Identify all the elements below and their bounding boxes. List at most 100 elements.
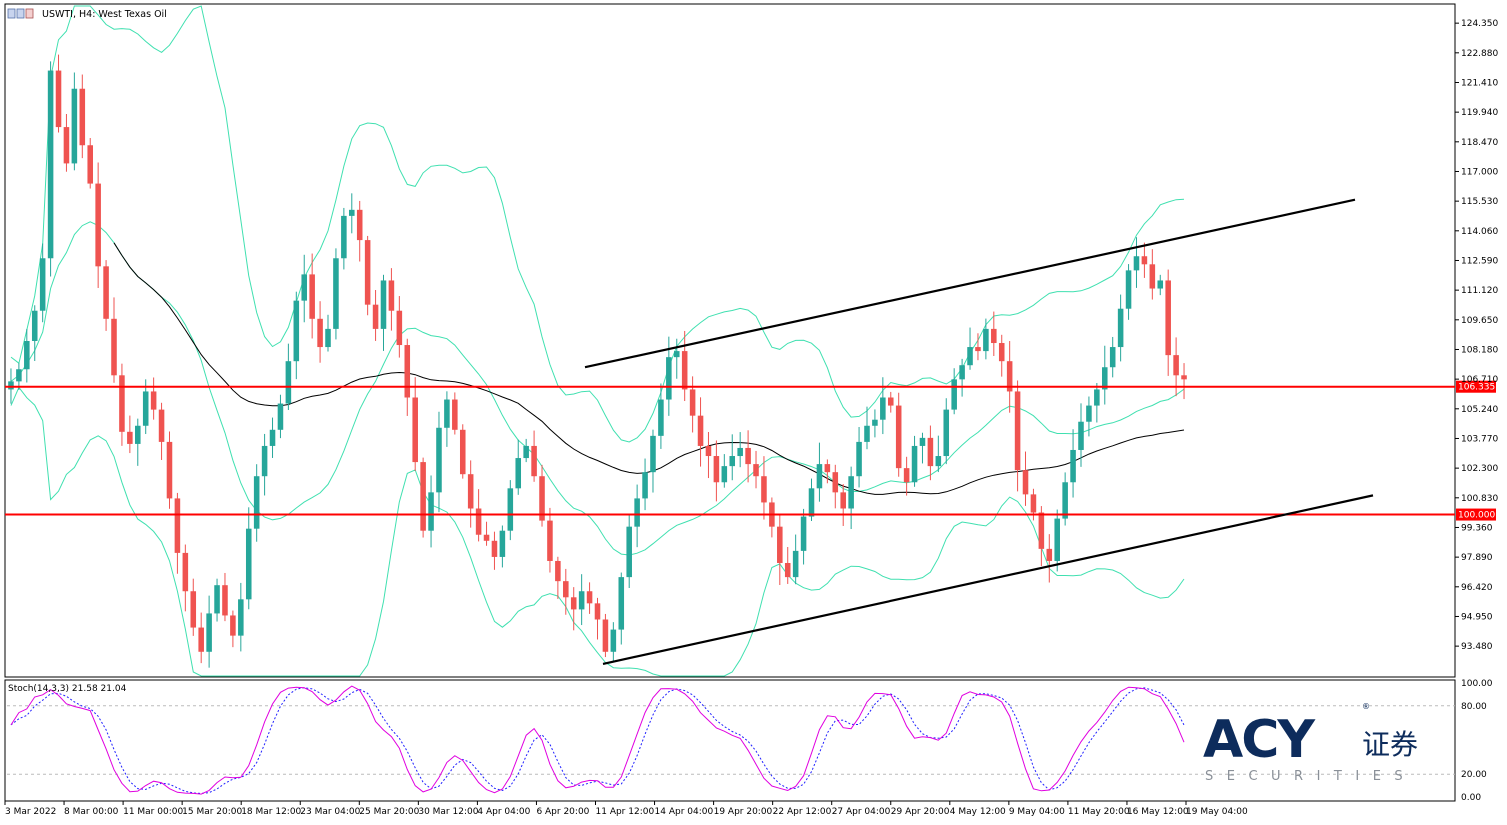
candle-body — [475, 508, 482, 535]
candle-body — [943, 409, 950, 457]
candle-body — [1109, 347, 1116, 368]
candle-body — [975, 347, 981, 352]
candle-body — [111, 318, 117, 376]
candle-body — [689, 389, 696, 416]
price-axis: 124.350 122.880 121.410 119.940 118.470 117.0… — [1455, 19, 1498, 652]
candle-body — [1046, 548, 1053, 561]
candle-body — [261, 445, 268, 477]
candle-body — [452, 399, 458, 430]
price-tick-label: 97.890 — [1461, 553, 1493, 563]
candle-body — [16, 369, 22, 382]
candle-body — [784, 562, 791, 578]
candle-body — [1070, 449, 1076, 483]
candle-body — [531, 445, 537, 477]
price-tick-label: 114.060 — [1461, 227, 1498, 237]
horizontal-levels: 106.335 100.000 — [5, 380, 1496, 521]
candle-body — [71, 88, 78, 164]
bollinger-bands — [10, 5, 1185, 677]
candle-body — [444, 399, 450, 428]
time-tick-label: 19 May 04:00 — [1186, 807, 1248, 817]
candle-body — [1014, 391, 1021, 471]
candle-body — [301, 274, 308, 301]
candle-body — [325, 328, 331, 348]
candle-body — [1102, 367, 1108, 390]
candle-body — [998, 343, 1005, 362]
candle-body — [158, 409, 165, 442]
title-group: USWTI, H4: West Texas Oil — [7, 8, 167, 20]
candle-body — [135, 425, 141, 444]
candle-body — [967, 347, 973, 366]
candle-body — [951, 379, 957, 410]
candle-body — [737, 447, 743, 457]
window-icon — [7, 8, 16, 19]
candle-body — [1086, 405, 1092, 422]
window-icon — [16, 8, 25, 19]
price-tick-label: 115.530 — [1461, 197, 1498, 207]
candle-body — [729, 456, 736, 467]
candle-body — [880, 397, 886, 420]
time-tick-label: 30 Mar 12:00 — [418, 807, 478, 817]
window-icon — [25, 8, 34, 19]
time-tick-label: 19 Apr 20:00 — [714, 807, 773, 817]
candle-body — [697, 415, 704, 446]
trendlines — [584, 198, 1374, 665]
chart-title: USWTI, H4: West Texas Oil — [42, 9, 167, 20]
candle-body — [1133, 256, 1140, 271]
candle-body — [832, 472, 839, 493]
candle-body — [681, 351, 688, 390]
level-price-label: 100.000 — [1458, 511, 1495, 521]
price-tick-label: 93.480 — [1461, 642, 1493, 652]
candle-body — [761, 476, 767, 503]
stoch-tick-label: 20.00 — [1461, 770, 1487, 780]
candle-body — [333, 258, 339, 329]
candle-body — [483, 534, 490, 541]
time-tick-label: 4 May 12:00 — [950, 807, 1006, 817]
candle-body — [309, 274, 315, 319]
candle-body — [1181, 375, 1187, 380]
bollinger-upper — [10, 5, 1185, 443]
candle-body — [721, 466, 728, 483]
candle-body — [563, 581, 569, 598]
candles — [8, 54, 1187, 668]
candle-body — [594, 603, 601, 620]
time-tick-label: 15 Mar 20:00 — [182, 807, 242, 817]
candle-body — [808, 488, 815, 517]
stoch-panel[interactable] — [4, 679, 1456, 802]
candle-body — [666, 357, 672, 400]
candle-body — [95, 183, 101, 267]
time-tick-label: 4 Apr 04:00 — [477, 807, 530, 817]
logo-sub: SECURITIES — [1205, 769, 1416, 784]
channel-top-line[interactable] — [584, 198, 1356, 369]
main-panel[interactable] — [4, 3, 1456, 678]
time-tick-label: 3 Mar 2022 — [5, 807, 56, 817]
logo-mark: ACY — [1203, 710, 1316, 770]
candle-body — [349, 209, 355, 216]
stochastic-lines: 100.00 80.00 20.00 0.00 — [7, 679, 1493, 803]
candle-body — [356, 209, 363, 241]
level-price-tag — [1456, 508, 1496, 521]
price-tick-label: 122.880 — [1461, 49, 1498, 59]
channel-bottom-line[interactable] — [602, 494, 1374, 665]
candle-body — [214, 585, 220, 614]
candle-body — [79, 88, 86, 146]
candle-body — [792, 550, 799, 578]
candle-body — [499, 530, 506, 557]
candle-body — [55, 70, 62, 128]
candle-body — [1157, 280, 1164, 289]
price-tick-label: 103.770 — [1461, 434, 1498, 444]
time-tick-label: 9 May 04:00 — [1009, 807, 1065, 817]
price-tick-label: 119.940 — [1461, 108, 1498, 118]
candle-body — [103, 266, 109, 319]
time-tick-label: 8 Mar 00:00 — [64, 807, 119, 817]
price-tick-label: 108.180 — [1461, 345, 1498, 355]
stoch-title: Stoch(14,3,3) 21.58 21.04 — [8, 684, 127, 694]
bollinger-lower — [10, 386, 1185, 677]
candle-body — [1006, 361, 1013, 392]
candle-body — [753, 464, 759, 477]
candle-body — [610, 629, 617, 652]
time-tick-label: 22 Apr 12:00 — [773, 807, 832, 817]
candle-body — [24, 341, 30, 370]
candle-body — [8, 381, 14, 390]
candle-body — [650, 435, 656, 473]
